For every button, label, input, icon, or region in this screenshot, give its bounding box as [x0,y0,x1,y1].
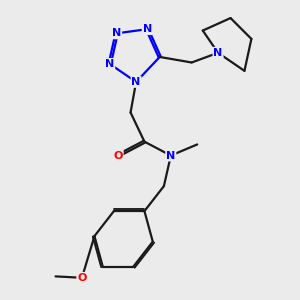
Text: N: N [131,77,141,87]
Text: N: N [142,24,152,34]
Text: N: N [166,151,176,160]
Text: O: O [113,151,123,160]
Text: N: N [112,28,121,38]
Text: O: O [77,273,87,283]
Text: N: N [213,48,223,58]
Text: N: N [105,59,114,69]
